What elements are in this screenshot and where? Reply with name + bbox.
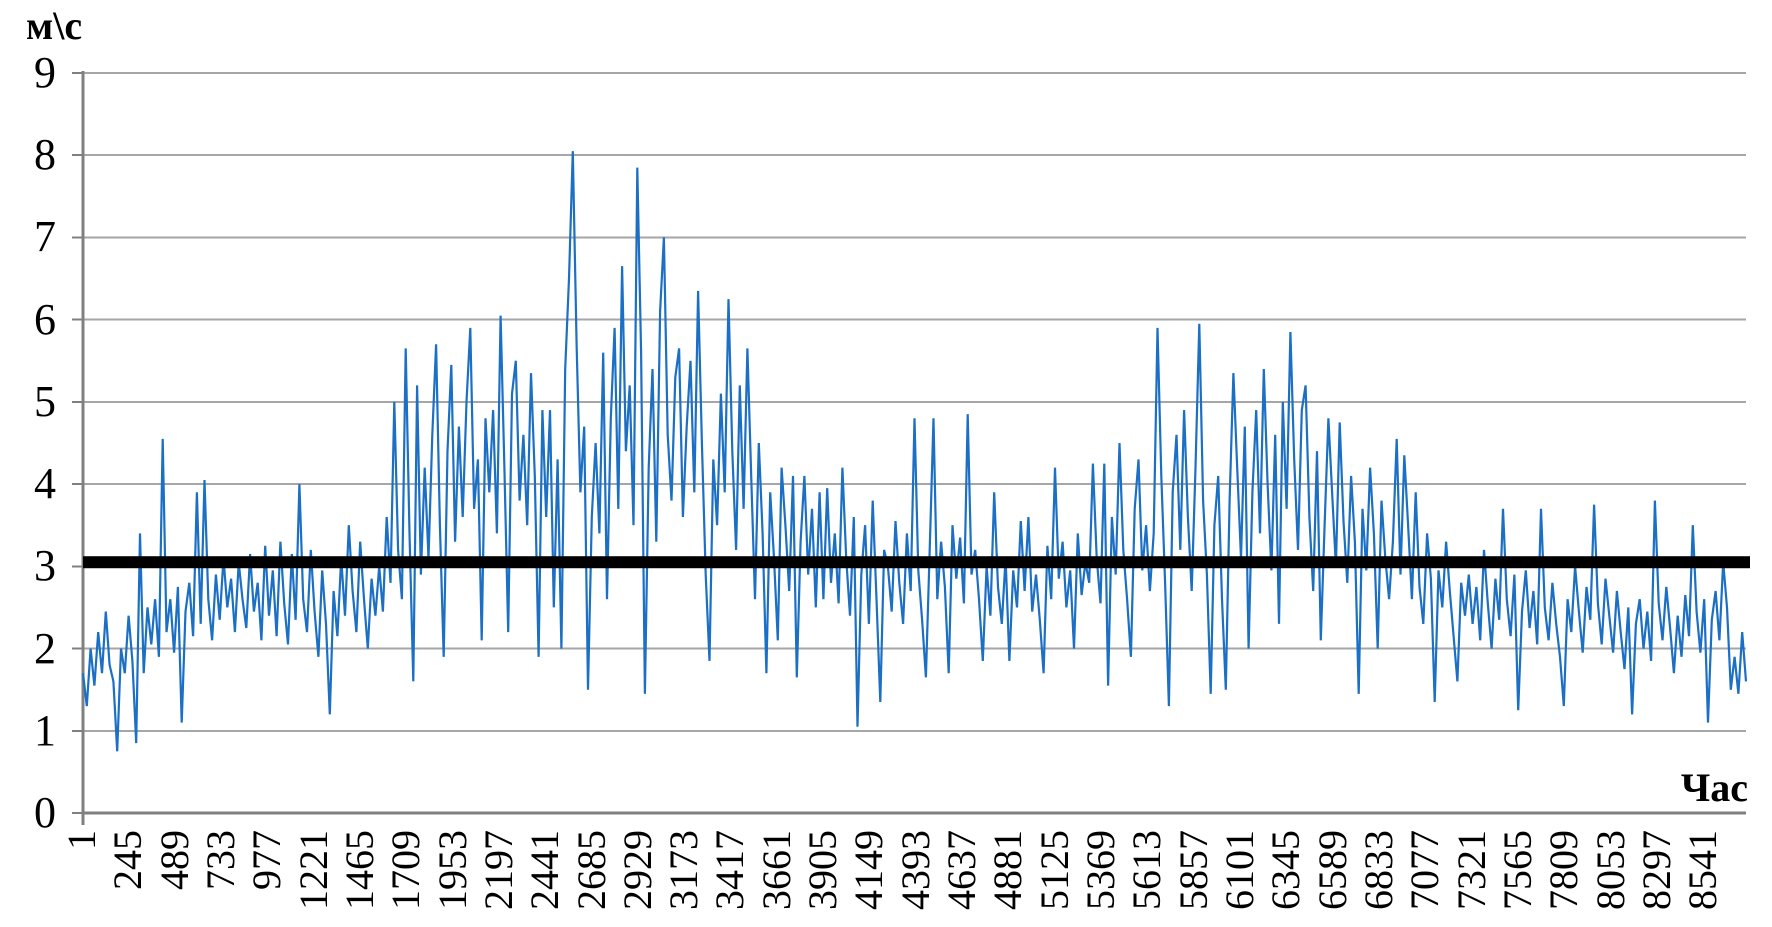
x-tick-label-489: 489 [151, 830, 197, 890]
x-tick-label-1953: 1953 [429, 830, 475, 910]
x-tick-label-1709: 1709 [383, 830, 429, 910]
x-tick-label-1465: 1465 [336, 830, 382, 910]
x-tick-label-245: 245 [105, 830, 151, 890]
x-tick-label-7321: 7321 [1448, 830, 1494, 910]
x-tick-label-6101: 6101 [1217, 830, 1263, 910]
y-tick-label-5: 5 [34, 376, 56, 426]
x-tick-label-977: 977 [244, 830, 290, 890]
x-tick-label-7809: 7809 [1541, 830, 1587, 910]
y-axis-unit-label: м\с [26, 3, 83, 48]
y-tick-label-2: 2 [34, 623, 56, 673]
x-tick-label-2929: 2929 [614, 830, 660, 910]
x-tick-label-8541: 8541 [1680, 830, 1726, 910]
x-axis-title: Час [1680, 765, 1748, 810]
y-tick-label-4: 4 [34, 459, 56, 509]
x-tick-label-4881: 4881 [985, 830, 1031, 910]
x-tick-label-8053: 8053 [1587, 830, 1633, 910]
x-tick-label-8297: 8297 [1633, 830, 1679, 910]
x-tick-label-3905: 3905 [800, 830, 846, 910]
x-tick-label-4149: 4149 [846, 830, 892, 910]
x-tick-label-1221: 1221 [290, 830, 336, 910]
x-tick-label-7565: 7565 [1494, 830, 1540, 910]
x-tick-label-1: 1 [59, 830, 104, 850]
wind-speed-series [81, 151, 1748, 752]
x-tick-label-2685: 2685 [568, 830, 614, 910]
y-tick-label-6: 6 [34, 294, 56, 344]
x-tick-label-733: 733 [197, 830, 243, 890]
x-tick-label-4393: 4393 [892, 830, 938, 910]
y-tick-label-1: 1 [34, 705, 56, 755]
x-tick-label-7077: 7077 [1402, 830, 1448, 910]
x-tick-label-6345: 6345 [1263, 830, 1309, 910]
y-tick-label-3: 3 [34, 541, 56, 591]
x-tick-label-5125: 5125 [1031, 830, 1077, 910]
x-tick-label-3417: 3417 [707, 830, 753, 910]
y-tick-label-8: 8 [34, 130, 56, 180]
x-tick-label-6833: 6833 [1355, 830, 1401, 910]
x-tick-label-6589: 6589 [1309, 830, 1355, 910]
y-tick-label-0: 0 [34, 788, 56, 837]
y-tick-label-9: 9 [34, 48, 56, 97]
x-tick-label-5369: 5369 [1078, 830, 1124, 910]
x-tick-label-3173: 3173 [661, 830, 707, 910]
x-tick-label-2441: 2441 [522, 830, 568, 910]
x-tick-label-3661: 3661 [753, 830, 799, 910]
average-reference-line [83, 556, 1750, 569]
x-tick-label-5857: 5857 [1170, 830, 1216, 910]
x-tick-label-4637: 4637 [939, 830, 985, 910]
x-tick-label-5613: 5613 [1124, 830, 1170, 910]
y-tick-label-7: 7 [34, 212, 56, 262]
x-tick-label-2197: 2197 [475, 830, 521, 910]
